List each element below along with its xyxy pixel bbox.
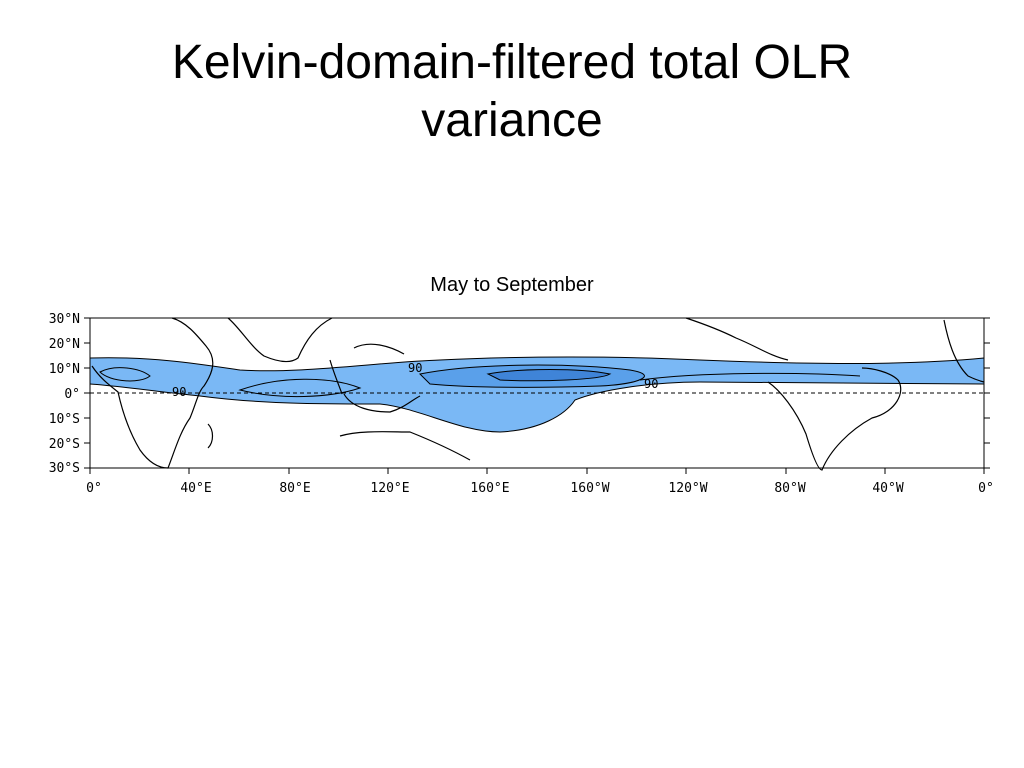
x-axis-label: 40°W — [872, 481, 903, 496]
y-axis-label: 20°N — [49, 337, 80, 352]
map-subtitle: May to September — [430, 274, 594, 296]
contour-label: 90 — [644, 377, 658, 391]
x-axis-label: 160°E — [470, 481, 509, 496]
contour-label: 90 — [408, 361, 422, 375]
slide-title: Kelvin-domain-filtered total OLR varianc… — [60, 34, 964, 150]
contour-lines — [89, 356, 985, 433]
y-axis-label: 10°S — [49, 412, 80, 427]
x-axis-label: 40°E — [180, 481, 211, 496]
axis-ticks — [84, 317, 990, 474]
x-axis-label: 160°W — [570, 481, 609, 496]
map-svg: 30°N 20°N 10°N 0° 10°S 20°S 30°S 0° 40°E… — [49, 312, 994, 496]
slide-title-line-2: variance — [421, 94, 603, 147]
x-axis-label: 80°W — [774, 481, 805, 496]
x-axis-label: 80°E — [279, 481, 310, 496]
slide-title-line-1: Kelvin-domain-filtered total OLR — [171, 36, 853, 89]
contour-label: 90 — [172, 385, 186, 399]
y-axis-label: 30°N — [49, 312, 80, 327]
x-axis-label: 120°W — [668, 481, 707, 496]
y-axis-label: 20°S — [49, 437, 80, 452]
y-axis-label: 10°N — [49, 362, 80, 377]
x-axis-label: 0° — [978, 481, 994, 496]
variance-band-light — [90, 357, 984, 432]
coastlines — [91, 317, 985, 471]
x-axis-label: 0° — [86, 481, 102, 496]
y-axis-label: 0° — [64, 387, 80, 402]
y-axis-label: 30°S — [49, 461, 80, 476]
olr-variance-map: 30°N 20°N 10°N 0° 10°S 20°S 30°S 0° 40°E… — [0, 300, 1024, 500]
variance-band-dark — [488, 369, 610, 381]
x-axis-label: 120°E — [370, 481, 409, 496]
